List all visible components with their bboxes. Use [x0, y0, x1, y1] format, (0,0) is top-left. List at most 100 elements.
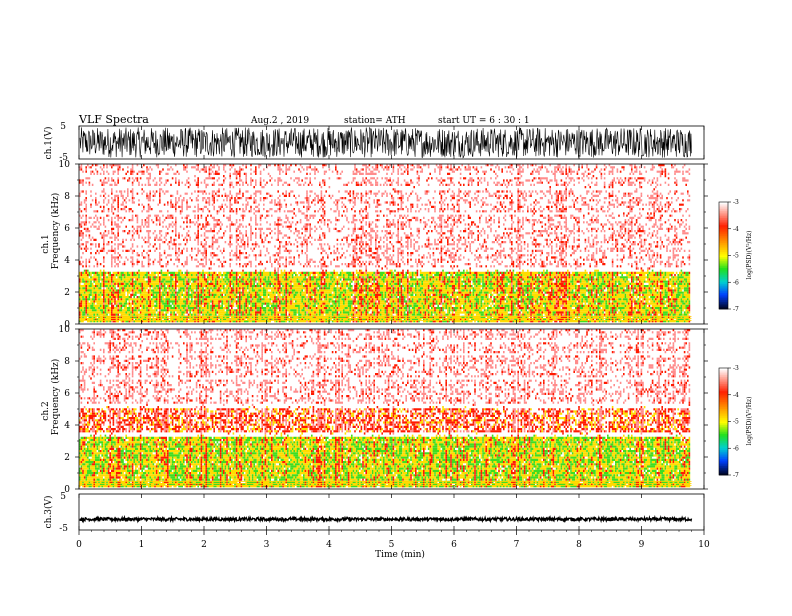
spectrogram-cells — [104, 300, 691, 303]
spectrogram-cells — [80, 430, 689, 433]
colorbar-step — [719, 291, 728, 294]
colorbar-step — [719, 460, 728, 463]
colorbar-step — [719, 439, 728, 442]
colorbar-step — [719, 387, 728, 390]
colorbar-step — [719, 205, 728, 208]
spectrogram-cells — [79, 395, 686, 398]
colorbar-step — [719, 371, 728, 374]
spectrogram-cells — [79, 192, 689, 195]
colorbar-tick-label: -6 — [733, 279, 739, 286]
spectrogram-cells — [93, 408, 687, 411]
spectrogram-cells — [154, 351, 686, 354]
spectrogram-cells — [88, 458, 688, 461]
spectrogram-cells — [82, 280, 687, 283]
colorbar-step — [719, 296, 728, 299]
spectrogram-cells — [93, 355, 691, 358]
colorbar-step — [719, 451, 728, 454]
spectrogram-cells — [85, 247, 683, 250]
time-axis: 0 1 2 3 4 5 6 7 8 9 10 — [76, 126, 710, 550]
spectrogram-cells — [83, 406, 395, 409]
spectrogram-cells — [83, 472, 688, 475]
spectrogram-cells — [85, 289, 691, 292]
spectrogram-cells — [82, 313, 687, 316]
spectrogram-cells — [91, 373, 684, 376]
colorbar-step — [719, 423, 728, 426]
colorbar-step — [719, 391, 728, 394]
spectrogram-cells — [79, 293, 673, 296]
colorbar-step — [719, 251, 728, 255]
colorbar-step — [719, 421, 728, 424]
spectrogram-cells — [93, 392, 687, 395]
spectrogram-cells — [79, 463, 689, 466]
ytick-label: 8 — [64, 192, 70, 202]
xtick-label: 10 — [698, 540, 710, 550]
colorbar-step — [719, 433, 728, 437]
spectrogram-cells — [79, 445, 681, 448]
spectrogram-cells — [82, 443, 667, 446]
colorbar-step — [719, 259, 728, 262]
spectrogram-cells — [79, 287, 689, 290]
spectrogram-cells — [392, 443, 395, 446]
time-axis-label: Time (min) — [375, 549, 425, 560]
ch3-ytick-top: 5 — [60, 492, 66, 502]
colorbar-tick-label: -4 — [733, 392, 739, 399]
spectrogram-cells — [341, 445, 343, 448]
colorbar-step — [719, 257, 728, 260]
colorbar-tick-label: -3 — [733, 199, 739, 206]
spectrogram-cells — [79, 379, 686, 382]
colorbar-step — [719, 228, 728, 231]
colorbar-step — [719, 244, 728, 247]
spectrogram-cells — [85, 166, 636, 169]
colorbar-step — [719, 301, 728, 305]
xtick-label: 2 — [201, 540, 207, 550]
spectrogram-cells — [79, 307, 686, 310]
spectrogram-cells — [106, 406, 646, 409]
low-frequency-line — [79, 320, 692, 321]
spectrogram-cells — [79, 452, 681, 455]
start-time-label: start UT = 6 : 30 : 1 — [438, 116, 530, 126]
colorbar-step — [719, 266, 728, 269]
colorbar-step — [719, 389, 728, 392]
spectrogram-cells — [87, 289, 689, 292]
spectrogram-cells — [80, 355, 688, 358]
ytick-label: 2 — [64, 288, 70, 298]
spectrogram-cells — [117, 307, 520, 310]
spectrogram-cells — [200, 432, 671, 435]
spectrogram-cells — [83, 269, 683, 272]
spectrogram-cells — [79, 302, 673, 305]
spectrogram-cells — [82, 260, 683, 263]
colorbar-step — [719, 375, 728, 378]
colorbar-step — [719, 287, 728, 290]
spectrogram-cells — [80, 274, 676, 277]
spectrogram-cells — [79, 300, 689, 303]
spectrogram-cells — [83, 307, 688, 310]
ch1-waveform-panel: 5 -5 ch.1(V) — [43, 122, 705, 163]
spectrogram-cells — [120, 381, 688, 384]
spectrogram-cells — [83, 423, 673, 426]
spectrogram-cells — [80, 179, 689, 182]
spectrogram-cells — [82, 465, 689, 468]
spectrogram-cells — [79, 225, 691, 228]
low-frequency-line — [79, 481, 692, 482]
spectrogram-cells — [79, 474, 691, 477]
xtick-label: 9 — [639, 540, 645, 550]
spectrogram-cells — [79, 472, 691, 475]
spectrogram-cells — [83, 384, 691, 387]
spectrogram-cells — [83, 381, 686, 384]
spectrogram-cells — [82, 375, 686, 378]
spectrogram-cells — [80, 216, 656, 219]
spectrogram-cells — [79, 289, 683, 292]
spectrogram-cells — [80, 225, 673, 228]
colorbar-step — [719, 409, 728, 412]
spectrogram-cells — [85, 474, 683, 477]
spectrogram-cells — [80, 287, 684, 290]
colorbar-step — [719, 280, 728, 283]
spectrogram-cells — [82, 271, 689, 274]
spectrogram-cells — [103, 194, 659, 197]
spectrogram-cells — [93, 478, 689, 481]
colorbar-step — [719, 216, 728, 219]
colorbar-step — [719, 219, 728, 223]
colorbar-step — [719, 253, 728, 256]
colorbar-step — [719, 282, 728, 285]
